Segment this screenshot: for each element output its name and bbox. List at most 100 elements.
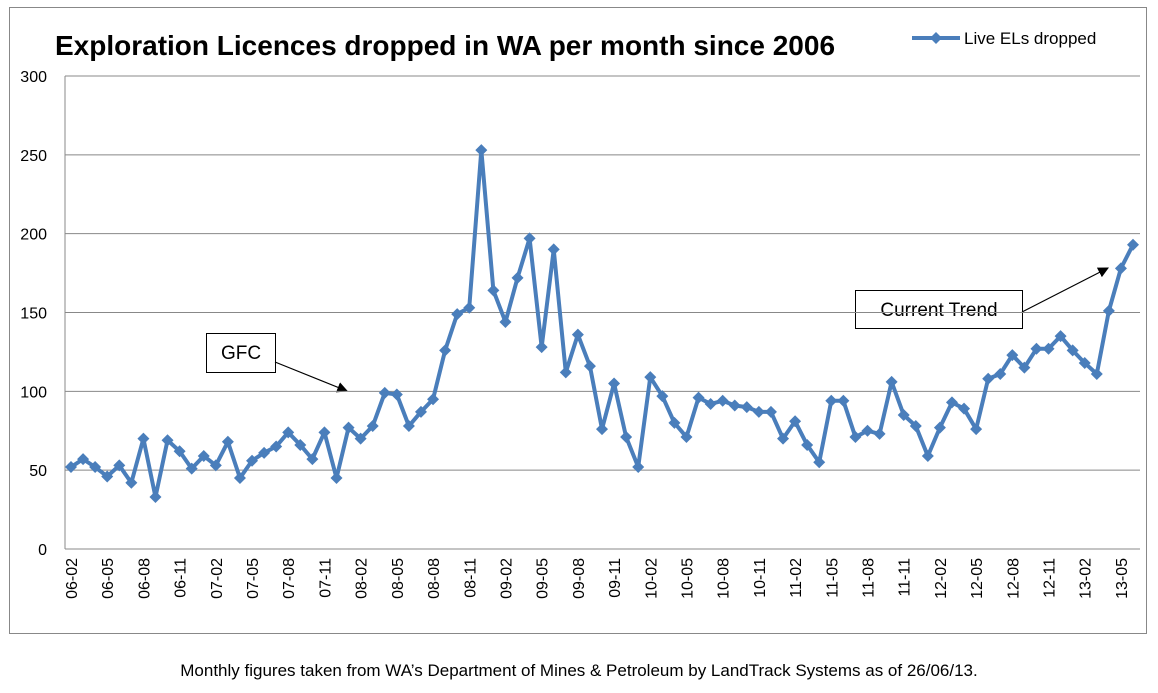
x-tick-label: 10-11 — [752, 558, 769, 598]
marker — [1030, 342, 1043, 355]
x-tick-label: 12-11 — [1042, 558, 1059, 598]
marker — [463, 301, 476, 314]
x-tick-label: 08-08 — [426, 558, 443, 599]
x-tick-label: 11-08 — [861, 558, 878, 598]
marker — [764, 405, 777, 418]
marker — [89, 461, 102, 474]
marker — [861, 424, 874, 437]
x-tick-label: 11-11 — [897, 558, 914, 597]
marker — [680, 431, 693, 444]
marker — [933, 421, 946, 434]
marker — [523, 232, 536, 245]
y-tick-label: 300 — [20, 69, 47, 86]
marker — [402, 420, 415, 433]
marker — [1054, 330, 1067, 343]
x-tick-label: 12-05 — [969, 558, 986, 599]
annotation: Current Trend — [880, 300, 997, 321]
marker — [270, 440, 283, 453]
marker — [583, 360, 596, 373]
marker — [173, 445, 186, 458]
marker — [475, 144, 488, 157]
marker — [873, 427, 886, 440]
marker — [885, 375, 898, 388]
y-tick-label: 250 — [20, 148, 47, 165]
marker — [716, 394, 729, 407]
marker — [1006, 349, 1019, 362]
annotation-box — [206, 333, 276, 373]
marker — [897, 408, 910, 421]
x-tick-label: 10-05 — [679, 558, 696, 599]
y-tick-label: 100 — [20, 384, 47, 401]
x-tick-label: 12-08 — [1005, 558, 1022, 599]
marker — [620, 431, 633, 444]
x-tick-label: 08-11 — [462, 558, 479, 598]
footnote: Monthly figures taken from WA’s Departme… — [180, 661, 977, 680]
x-tick-label: 06-02 — [64, 558, 81, 599]
marker — [1090, 367, 1103, 380]
marker — [221, 435, 234, 448]
marker — [777, 432, 790, 445]
marker — [390, 388, 403, 401]
legend-marker — [930, 32, 942, 44]
marker — [571, 328, 584, 341]
marker — [849, 431, 862, 444]
marker — [994, 367, 1007, 380]
marker — [740, 401, 753, 414]
marker — [1114, 262, 1127, 275]
marker — [149, 490, 162, 503]
marker — [656, 390, 669, 403]
marker — [704, 397, 717, 410]
marker — [535, 341, 548, 354]
marker — [330, 472, 343, 485]
marker — [137, 432, 150, 445]
marker — [125, 476, 138, 489]
marker — [342, 421, 355, 434]
x-tick-label: 10-02 — [643, 558, 660, 599]
x-tick-label: 06-05 — [100, 558, 117, 599]
marker — [77, 453, 90, 466]
marker — [728, 399, 741, 412]
marker — [982, 372, 995, 385]
marker — [511, 271, 524, 284]
annotation-arrow — [274, 361, 349, 393]
marker — [608, 377, 621, 390]
y-tick-label: 50 — [29, 463, 47, 480]
marker — [378, 386, 391, 399]
marker — [113, 459, 126, 472]
marker — [837, 394, 850, 407]
marker — [596, 423, 608, 436]
x-tick-label: 09-11 — [607, 558, 624, 598]
marker — [1066, 344, 1079, 357]
marker — [668, 416, 681, 429]
marker — [318, 426, 331, 439]
marker — [427, 393, 440, 406]
x-tick-label: 13-05 — [1114, 558, 1131, 599]
marker — [354, 432, 367, 445]
marker — [246, 454, 259, 467]
marker — [559, 366, 572, 379]
marker — [306, 453, 319, 466]
x-tick-label: 07-08 — [281, 558, 298, 599]
x-tick-label: 13-02 — [1078, 558, 1095, 599]
marker — [451, 308, 464, 321]
marker — [1127, 238, 1139, 251]
marker — [921, 449, 934, 462]
y-tick-label: 200 — [20, 227, 47, 244]
marker — [233, 472, 246, 485]
marker — [644, 371, 657, 384]
annotation-box — [855, 290, 1023, 329]
marker — [185, 462, 198, 475]
legend-label: Live ELs dropped — [964, 29, 1096, 48]
marker — [945, 396, 958, 409]
marker — [958, 402, 971, 415]
x-tick-label: 07-02 — [209, 558, 226, 599]
x-tick-label: 11-05 — [824, 558, 841, 598]
marker — [752, 405, 765, 418]
marker — [414, 405, 427, 418]
marker — [487, 284, 500, 297]
x-tick-label: 11-02 — [788, 558, 805, 598]
marker — [197, 449, 210, 462]
annotation: GFC — [221, 343, 261, 364]
y-tick-label: 0 — [38, 542, 47, 559]
